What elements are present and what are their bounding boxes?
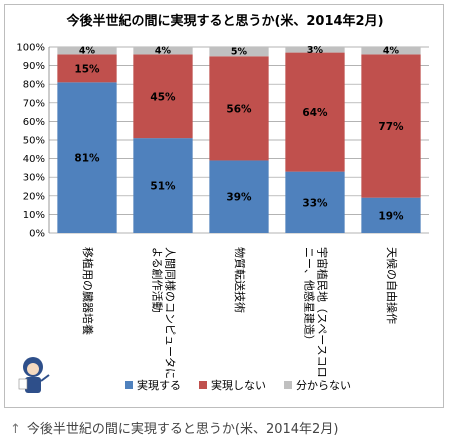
y-tick-label: 60%: [23, 117, 45, 128]
y-tick-label: 90%: [23, 61, 45, 72]
bar-segment: [133, 47, 193, 55]
legend-swatch: [284, 381, 292, 389]
bar-segment: [209, 160, 269, 233]
legend-label: 実現する: [137, 378, 181, 392]
data-label: 45%: [150, 91, 176, 103]
caption-text: 今後半世紀の間に実現すると思うか(米、2014年2月): [26, 422, 339, 437]
legend-swatch: [199, 381, 207, 389]
y-tick-label: 50%: [23, 136, 45, 147]
data-label: 64%: [302, 107, 328, 119]
bar-segment: [209, 47, 269, 57]
x-tick-label: ニー、他惑星建造）: [303, 247, 317, 346]
x-category-label: 移植用の臓器培養: [81, 247, 95, 335]
y-tick-label: 80%: [23, 80, 45, 91]
bar-segment: [57, 47, 117, 55]
y-tick-label: 100%: [16, 43, 45, 54]
figure-caption: ↑ 今後半世紀の間に実現すると思うか(米、2014年2月): [10, 418, 338, 437]
bar-segment: [133, 54, 193, 139]
bar-segment: [285, 171, 345, 233]
y-axis-ticks: 0% 10% 20% 30% 40% 50% 60% 70% 80% 90% 100%: [16, 43, 45, 240]
x-category-label: 天候の自由操作: [385, 247, 399, 324]
data-label: 4%: [79, 46, 96, 57]
x-tick-label: 移植用の臓器培養: [81, 247, 95, 335]
legend-swatch: [125, 381, 133, 389]
y-tick-label: 30%: [23, 173, 45, 184]
data-label: 3%: [307, 45, 324, 56]
data-label: 19%: [378, 210, 404, 222]
data-label: 5%: [231, 47, 248, 58]
legend: 実現する 実現しない 分からない: [125, 378, 351, 392]
bar-segment: [209, 56, 269, 161]
data-label: 51%: [150, 181, 176, 193]
data-label: 33%: [302, 197, 328, 209]
bar-segment: [285, 47, 345, 53]
data-label: 56%: [226, 103, 252, 115]
bar-segment: [361, 54, 421, 198]
bar-segment: [361, 47, 421, 55]
data-label: 81%: [74, 153, 100, 165]
data-label: 77%: [378, 121, 404, 133]
bar-segment: [57, 82, 117, 233]
x-category-label: 物質転送技術: [233, 247, 247, 313]
x-tick-label: よる創作活動: [151, 247, 165, 313]
y-tick-label: 40%: [23, 154, 45, 165]
stacked-bar-chart: 今後半世紀の間に実現すると思うか(米、2014年2月) 81% 15% 4% 51% 4…: [5, 5, 443, 407]
data-label: 4%: [383, 46, 400, 57]
data-label: 15%: [74, 63, 100, 75]
x-tick-label: 宇宙植民地（スペースコロ: [316, 247, 330, 378]
up-arrow-icon: ↑: [10, 422, 21, 437]
x-tick-label: 人間同様のコンピュータに: [164, 247, 178, 379]
bar-segment: [285, 52, 345, 172]
bar-segment: [133, 138, 193, 233]
y-tick-label: 70%: [23, 98, 45, 109]
x-tick-label: 天候の自由操作: [385, 247, 399, 324]
data-label: 39%: [226, 192, 252, 204]
bar-segment: [361, 197, 421, 233]
legend-label: 分からない: [296, 379, 351, 392]
y-tick-label: 20%: [23, 191, 45, 202]
y-tick-label: 10%: [23, 210, 45, 221]
chart-title: 今後半世紀の間に実現すると思うか(米、2014年2月): [65, 13, 383, 29]
data-label: 4%: [155, 46, 172, 57]
legend-label: 実現しない: [211, 378, 266, 392]
chart-figure: 今後半世紀の間に実現すると思うか(米、2014年2月) 81% 15% 4% 51% 4…: [4, 4, 444, 408]
bars: 81% 15% 4% 51% 45% 4% 39% 56% 5% 33% 64% 3% 19% 77% 4%: [57, 45, 421, 233]
bar-segment: [57, 54, 117, 83]
x-tick-label: 物質転送技術: [233, 247, 247, 313]
y-tick-label: 0%: [29, 229, 45, 240]
mascot-illustration: [18, 357, 50, 393]
